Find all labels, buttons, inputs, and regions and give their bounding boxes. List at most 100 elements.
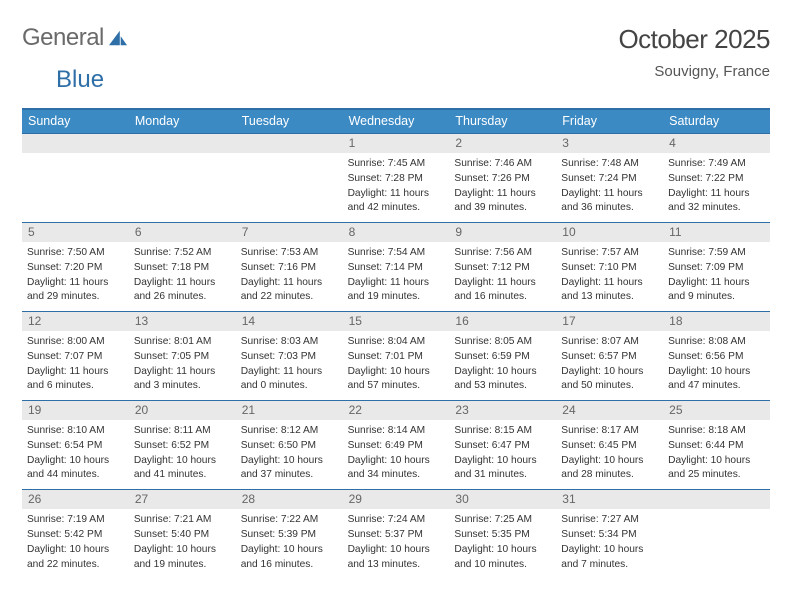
daylight-line-1: Daylight: 10 hours [668,454,765,468]
calendar: SundayMondayTuesdayWednesdayThursdayFrid… [22,108,770,578]
sunrise-line: Sunrise: 7:56 AM [454,246,551,260]
day-number: 6 [129,223,236,242]
day-cell: 3Sunrise: 7:48 AMSunset: 7:24 PMDaylight… [556,134,663,222]
daylight-line-2: and 3 minutes. [134,379,231,393]
day-number: 10 [556,223,663,242]
sunrise-line: Sunrise: 8:15 AM [454,424,551,438]
day-number: 28 [236,490,343,509]
day-info: Sunrise: 7:21 AMSunset: 5:40 PMDaylight:… [134,513,231,571]
day-cell: 24Sunrise: 8:17 AMSunset: 6:45 PMDayligh… [556,401,663,489]
day-cell: 15Sunrise: 8:04 AMSunset: 7:01 PMDayligh… [343,312,450,400]
daylight-line-2: and 19 minutes. [348,290,445,304]
daylight-line-1: Daylight: 11 hours [134,365,231,379]
daylight-line-2: and 39 minutes. [454,201,551,215]
sunrise-line: Sunrise: 7:48 AM [561,157,658,171]
daylight-line-2: and 6 minutes. [27,379,124,393]
sunrise-line: Sunrise: 7:24 AM [348,513,445,527]
day-cell: 11Sunrise: 7:59 AMSunset: 7:09 PMDayligh… [663,223,770,311]
day-info: Sunrise: 8:00 AMSunset: 7:07 PMDaylight:… [27,335,124,393]
daylight-line-1: Daylight: 10 hours [27,454,124,468]
sunrise-line: Sunrise: 7:54 AM [348,246,445,260]
sunset-line: Sunset: 7:22 PM [668,172,765,186]
day-cell: 20Sunrise: 8:11 AMSunset: 6:52 PMDayligh… [129,401,236,489]
day-number: 9 [449,223,556,242]
day-number: 5 [22,223,129,242]
daylight-line-1: Daylight: 11 hours [134,276,231,290]
daylight-line-2: and 41 minutes. [134,468,231,482]
day-info: Sunrise: 7:56 AMSunset: 7:12 PMDaylight:… [454,246,551,304]
day-cell: 26Sunrise: 7:19 AMSunset: 5:42 PMDayligh… [22,490,129,578]
sunrise-line: Sunrise: 7:25 AM [454,513,551,527]
sunrise-line: Sunrise: 8:04 AM [348,335,445,349]
sunrise-line: Sunrise: 8:07 AM [561,335,658,349]
sunset-line: Sunset: 5:34 PM [561,528,658,542]
empty-cell [129,134,236,222]
daylight-line-2: and 26 minutes. [134,290,231,304]
sunrise-line: Sunrise: 8:00 AM [27,335,124,349]
daylight-line-1: Daylight: 11 hours [241,276,338,290]
sunset-line: Sunset: 6:44 PM [668,439,765,453]
daylight-line-2: and 31 minutes. [454,468,551,482]
sunset-line: Sunset: 5:35 PM [454,528,551,542]
weekday-label: Thursday [449,110,556,133]
day-cell: 9 Sunrise: 7:56 AMSunset: 7:12 PMDaylight… [449,223,556,311]
empty-cell [663,490,770,578]
day-number [663,490,770,509]
daylight-line-2: and 25 minutes. [668,468,765,482]
daylight-line-2: and 32 minutes. [668,201,765,215]
daylight-line-2: and 28 minutes. [561,468,658,482]
sunset-line: Sunset: 5:39 PM [241,528,338,542]
sunset-line: Sunset: 7:01 PM [348,350,445,364]
sunset-line: Sunset: 6:49 PM [348,439,445,453]
sunset-line: Sunset: 7:18 PM [134,261,231,275]
sunrise-line: Sunrise: 8:18 AM [668,424,765,438]
daylight-line-2: and 9 minutes. [668,290,765,304]
day-cell: 28 Sunrise: 7:22 AMSunset: 5:39 PMDayligh… [236,490,343,578]
day-info: Sunrise: 8:05 AMSunset: 6:59 PMDaylight:… [454,335,551,393]
logo-word-general: General [22,24,104,52]
day-info: Sunrise: 7:49 AMSunset: 7:22 PMDaylight:… [668,157,765,215]
sunrise-line: Sunrise: 8:01 AM [134,335,231,349]
daylight-line-2: and 57 minutes. [348,379,445,393]
day-info: Sunrise: 8:03 AMSunset: 7:03 PMDaylight:… [241,335,338,393]
weekday-label: Friday [556,110,663,133]
daylight-line-1: Daylight: 11 hours [241,365,338,379]
daylight-line-2: and 29 minutes. [27,290,124,304]
day-info: Sunrise: 7:46 AMSunset: 7:26 PMDaylight:… [454,157,551,215]
daylight-line-1: Daylight: 11 hours [454,276,551,290]
daylight-line-2: and 10 minutes. [454,558,551,572]
daylight-line-2: and 0 minutes. [241,379,338,393]
day-cell: 13Sunrise: 8:01 AMSunset: 7:05 PMDayligh… [129,312,236,400]
day-cell: 1Sunrise: 7:45 AMSunset: 7:28 PMDaylight… [343,134,450,222]
day-info: Sunrise: 7:22 AMSunset: 5:39 PMDaylight:… [241,513,338,571]
sunrise-line: Sunrise: 7:46 AM [454,157,551,171]
day-info: Sunrise: 8:18 AMSunset: 6:44 PMDaylight:… [668,424,765,482]
weekday-label: Wednesday [343,110,450,133]
sunrise-line: Sunrise: 8:10 AM [27,424,124,438]
day-cell: 7Sunrise: 7:53 AMSunset: 7:16 PMDaylight… [236,223,343,311]
sunset-line: Sunset: 7:09 PM [668,261,765,275]
sunset-line: Sunset: 6:50 PM [241,439,338,453]
day-info: Sunrise: 8:07 AMSunset: 6:57 PMDaylight:… [561,335,658,393]
sunset-line: Sunset: 6:57 PM [561,350,658,364]
sunset-line: Sunset: 7:26 PM [454,172,551,186]
sunset-line: Sunset: 7:14 PM [348,261,445,275]
sunset-line: Sunset: 7:03 PM [241,350,338,364]
day-info: Sunrise: 7:45 AMSunset: 7:28 PMDaylight:… [348,157,445,215]
sunrise-line: Sunrise: 7:52 AM [134,246,231,260]
week-row: 26Sunrise: 7:19 AMSunset: 5:42 PMDayligh… [22,489,770,578]
week-row: 1Sunrise: 7:45 AMSunset: 7:28 PMDaylight… [22,133,770,222]
sunset-line: Sunset: 5:37 PM [348,528,445,542]
day-info: Sunrise: 8:14 AMSunset: 6:49 PMDaylight:… [348,424,445,482]
day-info: Sunrise: 7:59 AMSunset: 7:09 PMDaylight:… [668,246,765,304]
sunrise-line: Sunrise: 8:11 AM [134,424,231,438]
daylight-line-2: and 47 minutes. [668,379,765,393]
daylight-line-2: and 16 minutes. [454,290,551,304]
weekday-label: Monday [129,110,236,133]
day-info: Sunrise: 7:50 AMSunset: 7:20 PMDaylight:… [27,246,124,304]
day-number: 31 [556,490,663,509]
sunset-line: Sunset: 7:05 PM [134,350,231,364]
day-number: 27 [129,490,236,509]
day-cell: 27 Sunrise: 7:21 AMSunset: 5:40 PMDayligh… [129,490,236,578]
sunrise-line: Sunrise: 8:03 AM [241,335,338,349]
